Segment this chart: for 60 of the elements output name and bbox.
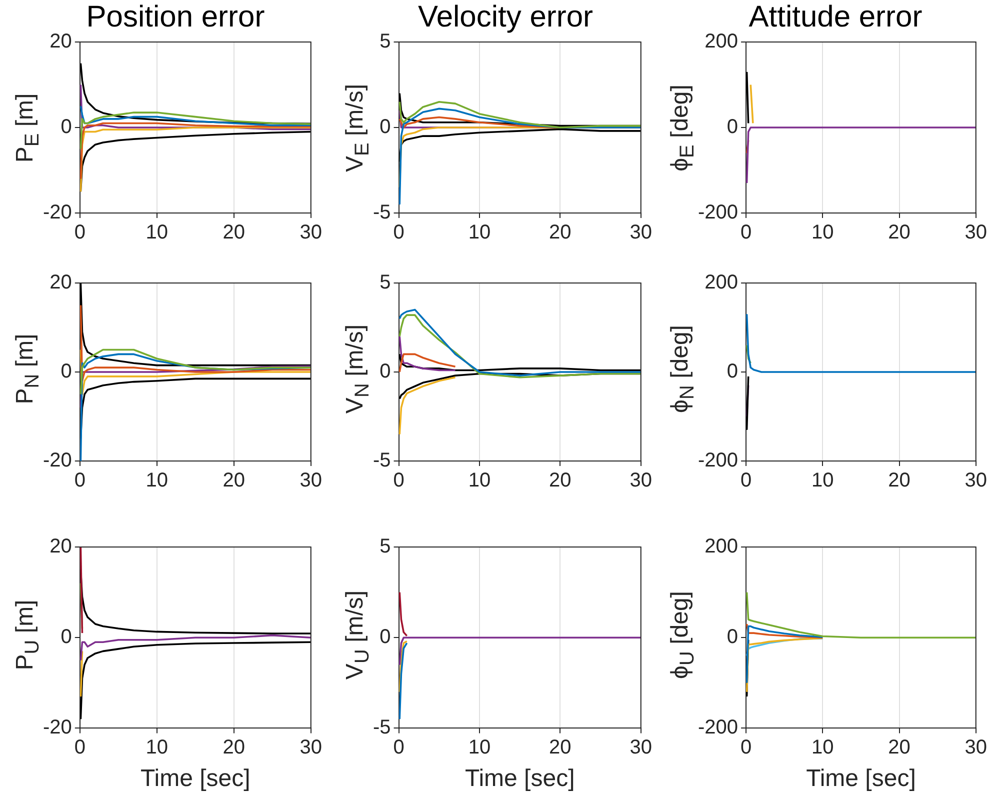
y-tick-label: 5 xyxy=(380,536,391,558)
y-tick-label: 200 xyxy=(704,30,738,53)
x-tick-label: 30 xyxy=(964,222,987,244)
x-tick-label: 20 xyxy=(549,222,572,244)
x-tick-label: 10 xyxy=(812,222,834,244)
x-axis-title: Time [sec] xyxy=(806,765,916,792)
x-tick-label: 10 xyxy=(146,470,168,492)
x-tick-label: 30 xyxy=(300,736,322,759)
y-tick-label: 5 xyxy=(380,272,391,294)
y-tick-label: 0 xyxy=(60,360,72,383)
y-tick-label: -20 xyxy=(43,202,72,224)
x-tick-label: 20 xyxy=(222,736,246,759)
x-tick-label: 20 xyxy=(222,470,246,492)
y-tick-label: 0 xyxy=(726,626,738,648)
x-tick-label: 30 xyxy=(300,470,322,492)
x-tick-label: 10 xyxy=(468,470,491,492)
x-axis-title: Time [sec] xyxy=(140,765,250,792)
x-axis-title: Time [sec] xyxy=(464,765,575,792)
x-tick-label: 30 xyxy=(964,470,987,492)
y-tick-label: -20 xyxy=(43,716,72,739)
y-tick-label: 0 xyxy=(380,360,391,383)
y-tick-label: -5 xyxy=(372,450,391,472)
chart-title: Attitude error xyxy=(748,0,922,34)
chart-title: Position error xyxy=(86,0,265,34)
x-tick-label: 10 xyxy=(468,222,491,244)
y-tick-label: 0 xyxy=(60,626,72,648)
y-tick-label: 0 xyxy=(380,626,391,648)
x-tick-label: 20 xyxy=(888,736,910,759)
x-tick-label: 30 xyxy=(964,736,987,759)
y-tick-label: 200 xyxy=(704,272,738,294)
chart-title: Velocity error xyxy=(418,0,594,34)
y-tick-label: 20 xyxy=(50,30,72,53)
y-tick-label: -200 xyxy=(698,202,738,224)
y-tick-label: 0 xyxy=(380,116,391,138)
y-tick-label: 0 xyxy=(60,116,72,138)
x-tick-label: 30 xyxy=(630,222,652,244)
y-tick-label: 20 xyxy=(50,536,72,558)
x-tick-label: 20 xyxy=(549,470,572,492)
y-tick-label: -200 xyxy=(698,716,738,739)
x-tick-label: 20 xyxy=(888,470,910,492)
x-tick-label: 30 xyxy=(630,470,652,492)
y-tick-label: 200 xyxy=(704,536,738,558)
x-tick-label: 10 xyxy=(812,736,834,759)
x-tick-label: 10 xyxy=(812,470,834,492)
y-tick-label: -5 xyxy=(372,202,391,224)
y-tick-label: 20 xyxy=(50,272,72,294)
y-tick-label: 5 xyxy=(380,30,391,53)
x-tick-label: 10 xyxy=(146,222,168,244)
x-tick-label: 20 xyxy=(888,222,910,244)
y-tick-label: -200 xyxy=(698,450,738,472)
y-tick-label: -5 xyxy=(372,716,391,739)
y-tick-label: -20 xyxy=(43,450,72,472)
x-tick-label: 20 xyxy=(222,222,246,244)
x-tick-label: 10 xyxy=(468,736,491,759)
y-tick-label: 0 xyxy=(726,360,738,383)
y-tick-label: 0 xyxy=(726,116,738,138)
x-tick-label: 10 xyxy=(146,736,168,759)
x-tick-label: 20 xyxy=(549,736,572,759)
x-tick-label: 30 xyxy=(630,736,652,759)
x-tick-label: 30 xyxy=(300,222,322,244)
